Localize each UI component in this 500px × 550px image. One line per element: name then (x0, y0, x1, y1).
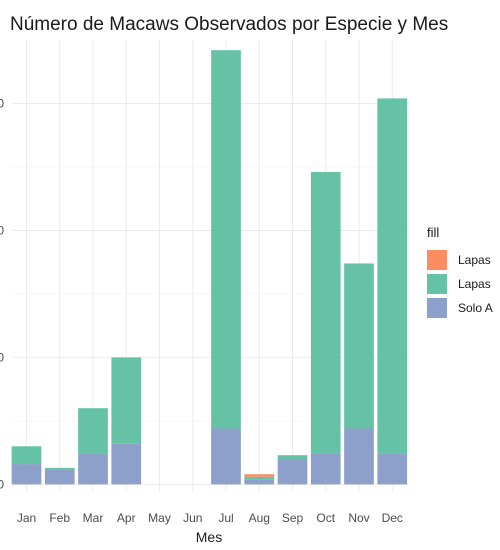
legend-label-2: Solo A (458, 301, 493, 315)
x-tick-label-apr: Apr (117, 511, 136, 525)
bar-nov-series-1 (344, 263, 374, 429)
x-tick-label-jul: Jul (218, 511, 233, 525)
bar-dec-series-0 (377, 453, 408, 485)
chart-title: Número de Macaws Observados por Especie … (10, 14, 449, 35)
bar-aug-series-2 (244, 474, 275, 477)
x-tick-label-jan: Jan (17, 511, 36, 525)
legend-key-2 (427, 298, 447, 318)
legend-label-1: Lapas (458, 277, 491, 291)
bar-mar-series-1 (78, 408, 108, 454)
legend-key-0 (427, 250, 447, 270)
x-tick-label-feb: Feb (49, 511, 70, 525)
bar-jul-series-1 (211, 50, 241, 429)
bar-nov-series-0 (344, 428, 374, 485)
bars (11, 50, 408, 485)
x-axis-title: Mes (196, 529, 222, 545)
y-tick-label: 0 (0, 350, 4, 364)
bar-apr-series-0 (111, 443, 142, 485)
bar-feb-series-1 (44, 467, 75, 470)
x-tick-labels: Jan Feb Mar Apr May Jun Jul Aug Sep Oct Nov Dec (17, 511, 403, 525)
bar-dec-series-1 (377, 98, 408, 454)
x-tick-label-may: May (148, 511, 171, 525)
legend-title: fill (427, 225, 439, 240)
bar-aug-series-1 (244, 476, 275, 480)
bar-oct-series-1 (310, 172, 341, 454)
bar-feb-series-0 (44, 469, 75, 485)
x-tick-label-aug: Aug (249, 511, 270, 525)
x-tick-label-nov: Nov (348, 511, 369, 525)
x-tick-label-mar: Mar (83, 511, 104, 525)
y-tick-labels: 0 0 0 0 (0, 96, 4, 491)
x-tick-label-sep: Sep (282, 511, 304, 525)
x-tick-label-oct: Oct (316, 511, 335, 525)
bar-oct-series-0 (310, 453, 341, 485)
legend-label-0: Lapas (458, 253, 491, 267)
y-tick-label: 0 (0, 223, 4, 237)
x-tick-label-jun: Jun (183, 511, 202, 525)
bar-mar-series-0 (78, 453, 108, 485)
bar-jan-series-0 (11, 464, 42, 485)
bar-aug-series-0 (244, 479, 275, 485)
bar-sep-series-1 (277, 455, 308, 459)
bar-jul-series-0 (211, 428, 241, 485)
bar-sep-series-0 (277, 458, 308, 485)
y-tick-label: 0 (0, 477, 4, 491)
bar-apr-series-1 (111, 357, 142, 444)
legend-key-1 (427, 274, 447, 294)
legend: fill Lapas Lapas Solo A (427, 225, 493, 318)
y-tick-label: 0 (0, 96, 4, 110)
bar-jan-series-1 (11, 446, 42, 465)
x-tick-label-dec: Dec (382, 511, 403, 525)
